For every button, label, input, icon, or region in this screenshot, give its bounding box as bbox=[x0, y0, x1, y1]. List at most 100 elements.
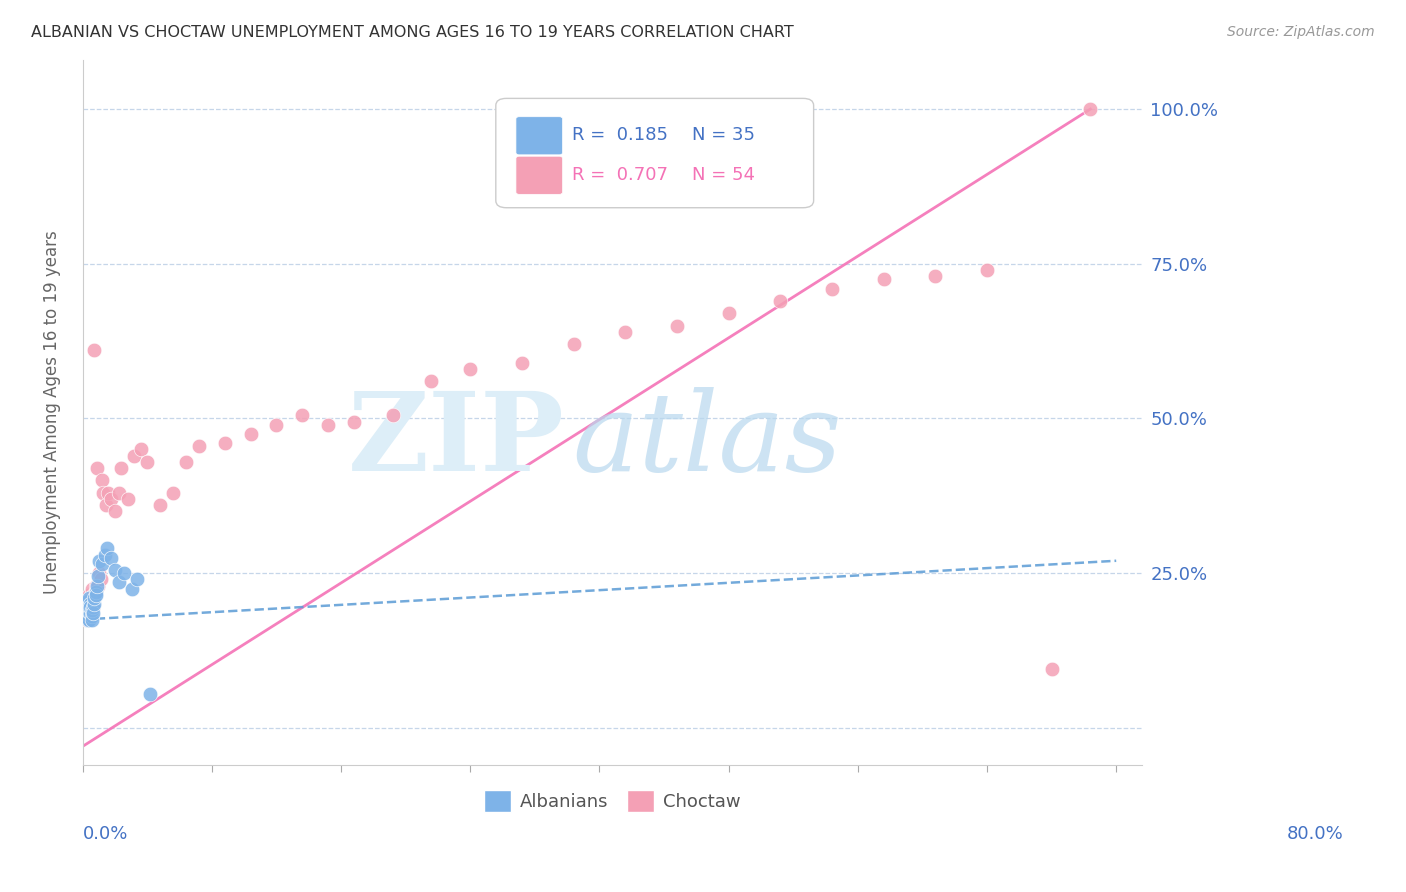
Point bbox=[187, 439, 209, 453]
Point bbox=[91, 473, 114, 487]
Point bbox=[91, 485, 114, 500]
Point bbox=[510, 356, 533, 370]
Point bbox=[420, 375, 443, 389]
Point bbox=[84, 588, 107, 602]
Point bbox=[79, 591, 101, 605]
Point bbox=[89, 566, 111, 581]
Point bbox=[717, 306, 740, 320]
Point bbox=[80, 582, 103, 596]
Point bbox=[76, 607, 98, 621]
Point bbox=[76, 613, 98, 627]
Point bbox=[214, 436, 236, 450]
Point bbox=[104, 563, 127, 577]
Point bbox=[93, 548, 115, 562]
Point bbox=[83, 343, 105, 358]
Point bbox=[76, 613, 98, 627]
Point bbox=[162, 485, 184, 500]
Point bbox=[104, 504, 127, 518]
Point bbox=[82, 607, 104, 621]
Point bbox=[129, 442, 152, 457]
Point bbox=[872, 272, 894, 286]
Point bbox=[77, 591, 100, 605]
Text: N = 54: N = 54 bbox=[692, 166, 755, 184]
Point bbox=[82, 600, 104, 615]
Text: atlas: atlas bbox=[572, 387, 842, 494]
Text: R =  0.707: R = 0.707 bbox=[572, 166, 668, 184]
Point bbox=[381, 409, 404, 423]
Y-axis label: Unemployment Among Ages 16 to 19 years: Unemployment Among Ages 16 to 19 years bbox=[44, 230, 60, 594]
Point bbox=[77, 613, 100, 627]
Text: ALBANIAN VS CHOCTAW UNEMPLOYMENT AMONG AGES 16 TO 19 YEARS CORRELATION CHART: ALBANIAN VS CHOCTAW UNEMPLOYMENT AMONG A… bbox=[31, 25, 793, 40]
Point bbox=[614, 325, 637, 339]
Point bbox=[84, 584, 107, 599]
Point bbox=[100, 550, 122, 565]
Point bbox=[108, 485, 131, 500]
Point bbox=[83, 597, 105, 611]
Point bbox=[84, 578, 107, 592]
Point bbox=[136, 455, 159, 469]
Point bbox=[77, 609, 100, 624]
Point bbox=[239, 426, 262, 441]
Point bbox=[266, 417, 288, 432]
Point bbox=[80, 613, 103, 627]
Point bbox=[77, 600, 100, 615]
Point bbox=[149, 498, 172, 512]
Point bbox=[82, 600, 104, 615]
Point bbox=[821, 281, 844, 295]
Text: Source: ZipAtlas.com: Source: ZipAtlas.com bbox=[1227, 25, 1375, 39]
FancyBboxPatch shape bbox=[516, 156, 562, 194]
Point bbox=[79, 600, 101, 615]
Point bbox=[665, 318, 688, 333]
Point bbox=[87, 569, 110, 583]
Point bbox=[117, 491, 139, 506]
Point bbox=[76, 594, 98, 608]
Point bbox=[77, 588, 100, 602]
Text: 80.0%: 80.0% bbox=[1286, 825, 1343, 843]
Point bbox=[769, 293, 792, 308]
Point bbox=[1080, 102, 1102, 116]
Point bbox=[1040, 662, 1063, 676]
Point bbox=[76, 603, 98, 617]
Point bbox=[76, 603, 98, 617]
Point bbox=[139, 687, 162, 701]
Point bbox=[80, 594, 103, 608]
Point bbox=[316, 417, 339, 432]
Point bbox=[86, 578, 108, 592]
Point bbox=[86, 461, 108, 475]
Point bbox=[90, 572, 112, 586]
Point bbox=[458, 362, 481, 376]
Point bbox=[121, 582, 143, 596]
Point bbox=[84, 584, 107, 599]
Legend: Albanians, Choctaw: Albanians, Choctaw bbox=[477, 783, 748, 820]
Point bbox=[124, 449, 146, 463]
Point bbox=[87, 578, 110, 592]
Point bbox=[562, 337, 585, 351]
Point bbox=[343, 415, 366, 429]
Text: R =  0.185: R = 0.185 bbox=[572, 126, 668, 145]
Point bbox=[100, 491, 122, 506]
Point bbox=[110, 461, 132, 475]
Point bbox=[112, 566, 135, 581]
Point bbox=[80, 603, 103, 617]
FancyBboxPatch shape bbox=[496, 98, 814, 208]
Point bbox=[80, 609, 103, 624]
FancyBboxPatch shape bbox=[516, 117, 562, 155]
Point bbox=[79, 597, 101, 611]
Point bbox=[96, 541, 118, 556]
Point bbox=[125, 572, 148, 586]
Text: N = 35: N = 35 bbox=[692, 126, 755, 145]
Point bbox=[91, 557, 114, 571]
Point bbox=[77, 609, 100, 624]
Point bbox=[97, 485, 120, 500]
Point bbox=[924, 269, 946, 284]
Point bbox=[82, 588, 104, 602]
Point bbox=[291, 409, 314, 423]
Point bbox=[89, 554, 111, 568]
Point bbox=[976, 263, 998, 277]
Point bbox=[79, 607, 101, 621]
Point bbox=[94, 498, 117, 512]
Point bbox=[76, 600, 98, 615]
Point bbox=[75, 597, 97, 611]
Point bbox=[83, 591, 105, 605]
Point bbox=[79, 600, 101, 615]
